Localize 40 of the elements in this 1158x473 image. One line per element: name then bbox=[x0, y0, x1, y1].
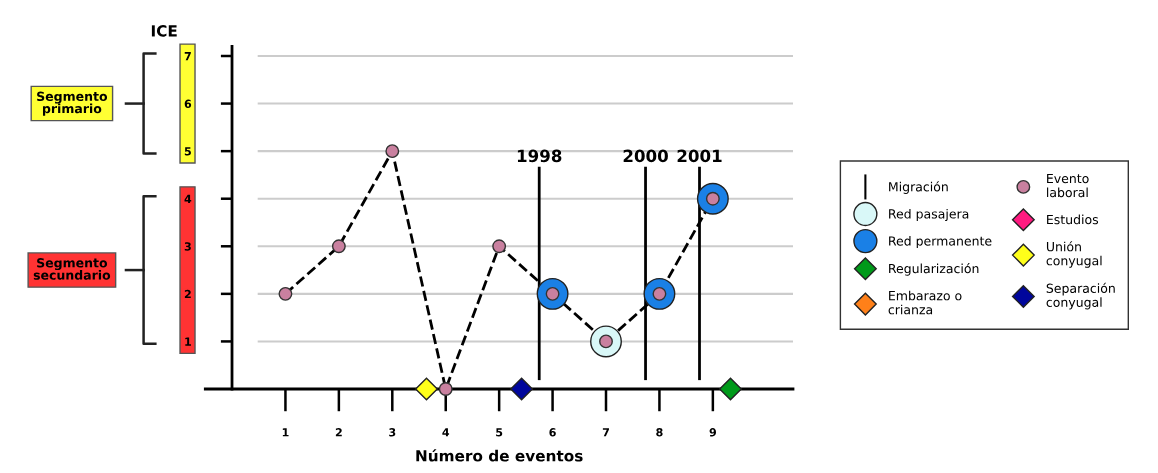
x-tick-label: 5 bbox=[496, 428, 503, 437]
y-tick-label: 1 bbox=[185, 337, 191, 346]
x-tick-label: 4 bbox=[442, 428, 450, 437]
x-tick-label: 1 bbox=[282, 428, 289, 437]
y-tick-label: 4 bbox=[184, 194, 192, 203]
x-axis-title: Número de eventos bbox=[416, 449, 583, 462]
legend-label: Evento laboral bbox=[1047, 173, 1089, 198]
annotation: 2001 bbox=[677, 149, 722, 163]
legend-label: Regularización bbox=[889, 263, 979, 276]
y-tick-label: 7 bbox=[184, 52, 191, 61]
y-tick-label: 6 bbox=[184, 99, 192, 108]
legend-label: Migración bbox=[889, 181, 948, 194]
y-tick-label: 2 bbox=[184, 289, 191, 299]
x-tick-label: 9 bbox=[709, 428, 717, 437]
legend-label: Red permanente bbox=[889, 236, 992, 249]
legend-label: Red pasajera bbox=[889, 208, 969, 221]
x-tick-label: 3 bbox=[389, 428, 396, 437]
annotation: 2000 bbox=[623, 149, 668, 163]
x-tick-label: 8 bbox=[656, 428, 663, 437]
legend-label: Separación conyugal bbox=[1046, 282, 1115, 310]
text: Segmento primario bbox=[37, 91, 108, 116]
point bbox=[438, 382, 453, 396]
x-tick-label: 6 bbox=[549, 428, 556, 437]
point bbox=[718, 377, 742, 401]
legend-label: Embarazo o crianza bbox=[888, 290, 962, 315]
x-tick-label: 2 bbox=[335, 428, 342, 437]
legend-label: Estudios bbox=[1047, 214, 1099, 225]
point bbox=[414, 377, 438, 401]
y-tick-label: 3 bbox=[184, 242, 191, 251]
legend-label: Unión conyugal bbox=[1046, 241, 1102, 268]
y-tick-label: 5 bbox=[184, 147, 191, 156]
point bbox=[278, 286, 293, 301]
point bbox=[510, 377, 534, 401]
point bbox=[385, 144, 400, 159]
point bbox=[492, 239, 507, 254]
x-tick-label: 7 bbox=[602, 428, 609, 437]
annotation: 1998 bbox=[517, 149, 562, 163]
y-axis-title: ICE bbox=[151, 25, 177, 37]
point bbox=[331, 239, 346, 254]
text: Segmento secundario bbox=[33, 258, 111, 280]
